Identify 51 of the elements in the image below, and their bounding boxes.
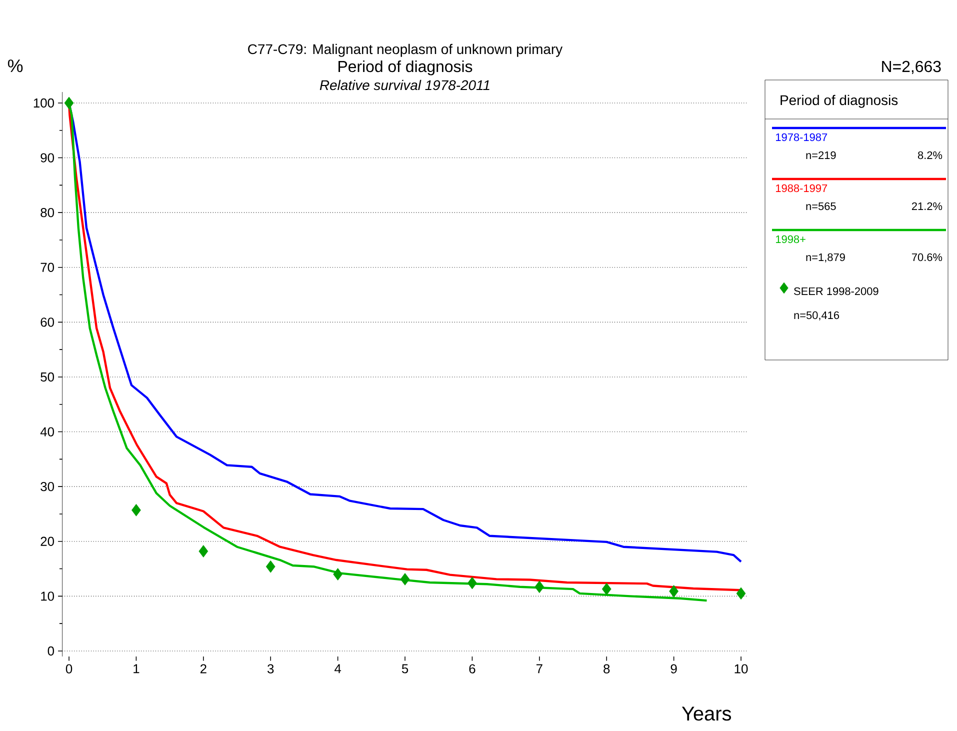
point <box>468 576 477 590</box>
y-tick-label: 20 <box>40 536 54 546</box>
x-tick-label: 7 <box>536 664 542 674</box>
text: 8.2% <box>918 151 942 160</box>
chart-subtitle: Period of diagnosis <box>338 60 472 76</box>
point <box>534 580 544 594</box>
point <box>198 545 208 558</box>
point <box>132 504 141 516</box>
point <box>602 582 612 596</box>
text: 21.2% <box>912 202 942 210</box>
text: N=2,663 <box>882 60 941 74</box>
point <box>266 560 276 573</box>
text: 1998+ <box>776 235 806 244</box>
y-tick-label: 80 <box>40 208 54 218</box>
y-tick-label: 70 <box>40 262 54 272</box>
point <box>736 587 746 600</box>
y-axis-title: % <box>8 60 23 72</box>
x-tick-label: 1 <box>134 664 140 674</box>
y-tick-label: 60 <box>40 318 54 327</box>
chart-title: C77-C79: Malignant neoplasm of unknown primary <box>248 44 563 57</box>
x-tick-label: 3 <box>268 664 274 674</box>
x-tick-label: 10 <box>734 664 748 674</box>
y-tick-label: 10 <box>41 592 54 601</box>
x-tick-label: 5 <box>402 664 408 674</box>
y-tick-label: 40 <box>40 427 54 436</box>
text: 1978-1987 <box>776 133 828 142</box>
point <box>400 573 410 586</box>
point <box>333 568 342 580</box>
x-tick-label: 6 <box>469 664 476 674</box>
text: n=50,416 <box>794 311 840 320</box>
point <box>64 96 74 110</box>
y-tick-label: 90 <box>40 153 54 162</box>
x-tick-label: 0 <box>66 664 72 674</box>
x-tick-label: 8 <box>604 664 610 674</box>
x-tick-label: 4 <box>334 664 342 674</box>
text: n=1,879 <box>806 253 845 262</box>
y-tick-label: 0 <box>48 646 54 656</box>
y-tick-label: 30 <box>40 482 54 492</box>
legend-title: Period of diagnosis <box>780 94 898 108</box>
text: 70.6% <box>912 253 942 262</box>
x-tick-label: 2 <box>200 664 206 674</box>
text: 1988-1997 <box>776 184 828 192</box>
y-tick-label: 100 <box>34 98 54 108</box>
x-axis-title: Years <box>682 706 731 721</box>
text: n=219 <box>806 151 836 160</box>
legend-label: SEER 1998-2009 <box>794 287 878 296</box>
point <box>669 585 678 598</box>
y-tick-label: 50 <box>40 372 54 382</box>
text: Relative survival 1978-2011 <box>320 80 490 90</box>
text: n=565 <box>806 202 836 210</box>
x-tick-label: 9 <box>670 664 677 674</box>
